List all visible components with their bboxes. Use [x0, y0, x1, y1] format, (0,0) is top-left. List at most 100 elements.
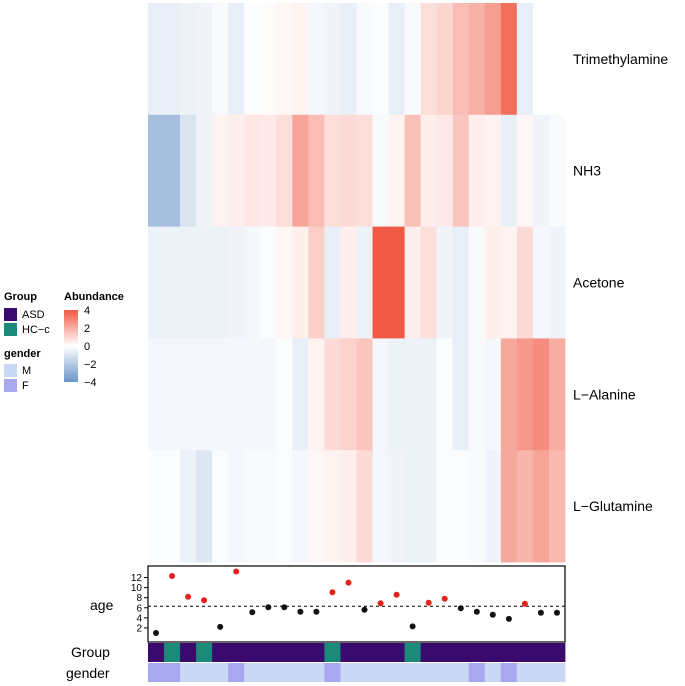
- age-point: [233, 568, 240, 575]
- abundance-legend-title: Abundance: [64, 291, 124, 303]
- heat-cell: [196, 114, 213, 227]
- heat-cell: [452, 338, 470, 451]
- gender-cell: [324, 663, 341, 682]
- gender-cell: [260, 663, 277, 682]
- heat-cell: [452, 450, 470, 563]
- heat-cell: [308, 3, 325, 116]
- heat-cell: [292, 450, 309, 563]
- gender-cell: [468, 663, 486, 682]
- heat-cell: [276, 450, 293, 563]
- heat-cell: [180, 338, 197, 451]
- heat-cell: [340, 3, 357, 116]
- heat-cell: [212, 226, 229, 339]
- group-cell: [484, 643, 502, 662]
- age-tick-label: 8: [136, 593, 142, 604]
- gender-cell: [532, 663, 550, 682]
- heat-cell: [484, 226, 502, 339]
- group-cell: [228, 643, 245, 662]
- group-cell: [548, 643, 566, 662]
- heat-cell: [164, 3, 181, 116]
- row-label: NH3: [573, 163, 601, 179]
- gender-cell: [308, 663, 325, 682]
- heat-cell: [356, 450, 373, 563]
- heat-cell: [148, 3, 165, 116]
- heat-cell: [164, 114, 181, 227]
- heat-cell: [548, 3, 566, 116]
- group-cell: [452, 643, 470, 662]
- gender-cell: [212, 663, 229, 682]
- heat-cell: [516, 226, 534, 339]
- gender-cell: [404, 663, 422, 682]
- heat-cell: [500, 226, 518, 339]
- heat-cell: [548, 338, 566, 451]
- heat-cell: [340, 114, 357, 227]
- heat-cell: [292, 338, 309, 451]
- heat-cell: [484, 3, 502, 116]
- heat-cell: [516, 3, 534, 116]
- heat-cell: [292, 226, 309, 339]
- heat-cell: [436, 3, 454, 116]
- group-cell: [148, 643, 165, 662]
- heat-cell: [292, 114, 309, 227]
- heat-cell: [324, 450, 341, 563]
- heat-cell: [372, 338, 389, 451]
- heat-cell: [196, 450, 213, 563]
- heat-cell: [388, 114, 406, 227]
- heat-cell: [196, 3, 213, 116]
- heat-cell: [212, 338, 229, 451]
- heat-cell: [500, 3, 518, 116]
- heat-cell: [388, 450, 406, 563]
- heat-cell: [484, 338, 502, 451]
- age-point: [505, 615, 512, 622]
- heat-cell: [404, 338, 422, 451]
- heat-cell: [228, 3, 245, 116]
- abundance-colorbar: [64, 310, 78, 382]
- age-tick-label: 10: [131, 583, 143, 594]
- heat-cell: [516, 450, 534, 563]
- heat-cell: [276, 114, 293, 227]
- group-cell: [196, 643, 213, 662]
- group-legend-swatch: [4, 323, 17, 336]
- age-point: [313, 608, 320, 615]
- age-point: [265, 604, 272, 611]
- heat-cell: [468, 114, 486, 227]
- gender-legend-label: F: [22, 380, 29, 392]
- group-cell: [404, 643, 422, 662]
- heat-cell: [340, 226, 357, 339]
- heat-cell: [260, 3, 277, 116]
- heat-cell: [212, 450, 229, 563]
- heat-cell: [196, 226, 213, 339]
- age-point: [441, 595, 448, 602]
- heat-cell: [500, 338, 518, 451]
- heat-cell: [404, 450, 422, 563]
- heat-cell: [420, 450, 438, 563]
- gender-cell: [500, 663, 518, 682]
- heat-cell: [180, 3, 197, 116]
- age-point: [409, 623, 416, 630]
- heat-cell: [180, 450, 197, 563]
- heat-cell: [516, 114, 534, 227]
- group-cell: [532, 643, 550, 662]
- heat-cell: [148, 114, 165, 227]
- heat-cell: [196, 338, 213, 451]
- heat-cell: [340, 338, 357, 451]
- group-cell: [356, 643, 373, 662]
- row-label: Trimethylamine: [573, 51, 668, 67]
- heat-cell: [436, 226, 454, 339]
- heat-cell: [356, 114, 373, 227]
- heat-cell: [164, 450, 181, 563]
- age-point: [153, 630, 159, 636]
- gender-cell: [164, 663, 181, 682]
- heat-cell: [388, 338, 406, 451]
- age-point: [393, 591, 400, 598]
- heat-cell: [532, 3, 550, 116]
- heat-cell: [324, 3, 341, 116]
- group-legend-label: HC−c: [22, 324, 50, 336]
- gender-legend-swatch: [4, 379, 17, 392]
- heat-cell: [452, 226, 470, 339]
- heat-cell: [452, 114, 470, 227]
- heat-cell: [244, 3, 261, 116]
- heat-cell: [372, 226, 389, 339]
- heat-cell: [372, 114, 389, 227]
- heat-cell: [436, 338, 454, 451]
